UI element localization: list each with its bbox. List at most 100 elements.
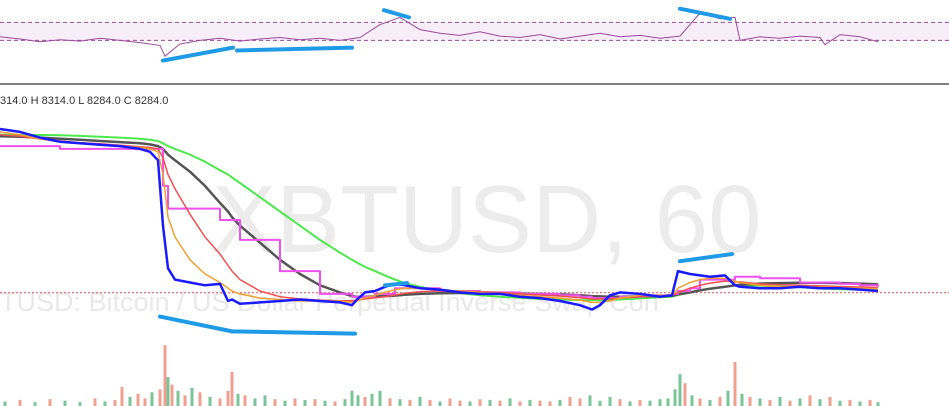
volume-bar [678, 374, 682, 406]
volume-bar [548, 401, 552, 406]
volume-bar [673, 389, 677, 406]
volume-bar [158, 389, 162, 406]
price-trendline [230, 329, 357, 336]
volume-bar [568, 396, 572, 406]
volume-bar [683, 383, 687, 406]
volume-bar [128, 396, 132, 406]
rsi-line [0, 12, 879, 57]
volume-bar [378, 390, 382, 406]
rsi-trendline [161, 45, 235, 63]
volume-bar [243, 395, 247, 406]
volume-bar [638, 399, 642, 406]
volume-panel [3, 345, 880, 406]
watermark-symbol: XBTUSD, 60 [212, 166, 762, 273]
volume-bar [788, 400, 792, 406]
volume-bar [198, 392, 202, 406]
rsi-trendline [382, 8, 411, 20]
volume-bar [608, 396, 612, 406]
volume-bar [218, 398, 222, 406]
volume-bar [253, 398, 257, 406]
rsi-trendline [678, 6, 732, 21]
volume-bar [468, 401, 472, 406]
rsi-panel [0, 6, 949, 63]
volume-bar [343, 399, 347, 406]
volume-bar [120, 387, 124, 406]
volume-bar [808, 395, 812, 406]
rsi-lines [0, 6, 879, 63]
volume-bar [113, 399, 117, 406]
volume-bar [478, 399, 482, 406]
volume-bar [263, 395, 267, 406]
ma-fast-line [0, 131, 879, 304]
volume-bar [648, 400, 652, 406]
volume-bar [518, 401, 522, 406]
volume-bar [528, 399, 532, 406]
volume-bar [628, 401, 632, 406]
volume-bar [170, 384, 174, 406]
volume-bar [740, 393, 744, 406]
volume-bar [136, 393, 140, 406]
volume-bar [828, 396, 832, 406]
volume-bar [103, 401, 107, 406]
volume-bar [658, 399, 662, 406]
volume-bar [370, 393, 374, 406]
rsi-band-fill [0, 22, 949, 41]
volume-bar [708, 399, 712, 406]
volume-bar [698, 398, 702, 406]
volume-bar [163, 345, 167, 406]
volume-bar [226, 390, 230, 406]
ohlc-readout: 314.0 H 8314.0 L 8284.0 C 8284.0 [0, 95, 168, 107]
volume-bar [438, 401, 442, 406]
volume-bar [150, 392, 154, 406]
volume-bar [333, 401, 337, 406]
price-trendline [678, 252, 734, 264]
volume-bar [588, 395, 592, 406]
volume-bar [558, 399, 562, 406]
volume-bar [428, 399, 432, 406]
volume-bar [323, 400, 327, 406]
volume-bar [768, 399, 772, 406]
volume-bar [190, 387, 194, 406]
volume-bar [176, 390, 180, 406]
volume-bar [273, 399, 277, 406]
ma-red-line [0, 133, 879, 302]
price-lines [0, 127, 879, 336]
volume-bar [93, 398, 97, 406]
volume-bar [356, 395, 360, 406]
volume-bar [508, 398, 512, 406]
volume-bar [283, 400, 287, 406]
volume-bar [458, 400, 462, 406]
volume-bar [48, 399, 52, 406]
volume-bar [758, 398, 762, 406]
volume-bar [230, 371, 234, 406]
volume-bar [448, 398, 452, 406]
volume-bar [868, 399, 872, 406]
rsi-trendline [235, 45, 354, 53]
price-trendline [383, 281, 409, 288]
volume-bar [578, 398, 582, 406]
volume-bar [848, 399, 852, 406]
volume-bar [598, 400, 602, 406]
volume-bar [293, 398, 297, 406]
volume-bar [733, 361, 737, 406]
volume-bar [858, 401, 862, 406]
volume-bar [488, 399, 492, 406]
price-panel: XBTUSD, 60 TUSD: Bitcoin / US Dollar Per… [0, 127, 949, 336]
volume-bar [303, 399, 307, 406]
volume-bar [408, 399, 412, 406]
volume-bar [166, 377, 170, 406]
price-line [0, 127, 879, 311]
volume-bar [538, 400, 542, 406]
volume-bar [838, 400, 842, 406]
volume-bar [350, 390, 354, 406]
volume-bar [718, 396, 722, 406]
volume-bar [778, 396, 782, 406]
volume-bar [876, 402, 880, 406]
volume-bar [3, 401, 7, 406]
volume-bar [78, 402, 82, 406]
volume-bar [726, 390, 730, 406]
volume-bar [498, 400, 502, 406]
volume-bar [313, 399, 317, 406]
volume-bar [18, 399, 22, 406]
volume-bar [236, 393, 240, 406]
